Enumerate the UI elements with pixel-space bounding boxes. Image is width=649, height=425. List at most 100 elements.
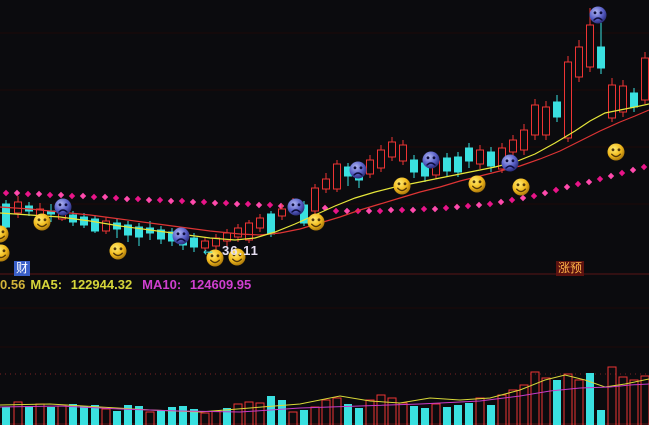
volume-bar [57,405,67,425]
volume-bar [124,405,132,425]
volume-bar [376,394,386,425]
volume-bar [563,373,573,425]
volume-bar [278,400,286,425]
volume-bar [244,401,254,425]
price-ma5-line [0,103,649,241]
sad-face-icon [172,227,190,245]
sar-dot [475,201,483,209]
candle-up [509,139,517,153]
volume-bar [25,406,33,425]
candle-down [597,46,605,69]
smiley-face-icon [307,213,325,231]
candle-up [476,149,484,165]
smiley-face-icon [33,213,51,231]
sar-dot [178,197,186,205]
sar-dot [541,189,549,197]
smiley-face-icon [228,248,246,266]
candle-up [377,149,385,169]
sar-dot [321,204,329,212]
sar-dot [167,197,175,205]
volume-bar [80,406,88,425]
sar-dot [2,189,10,197]
sar-dot [222,199,230,207]
legend-ma10: MA10: 124609.95 [142,277,256,292]
volume-bar [443,407,451,425]
smiley-face-icon [393,177,411,195]
volume-ma-lines-layer [0,374,649,413]
candle-up [256,217,264,229]
candle-down [553,101,561,118]
candle-down [443,157,451,172]
price-ma-lines-layer [0,103,649,241]
volume-bar [179,406,187,425]
emoji-markers-layer [0,6,625,267]
sar-dot [57,191,65,199]
sar-dot [442,204,450,212]
volume-bar [288,411,298,425]
volume-bar [233,403,243,425]
sar-dot [101,193,109,201]
sar-dot [453,203,461,211]
volume-bar [365,399,375,425]
sar-dot [486,200,494,208]
volume-bar [113,411,121,425]
candle-up [641,57,649,101]
volume-bar [410,406,418,425]
candle-up [619,85,627,113]
volume-bar [223,408,231,425]
volume-bar [431,403,441,425]
volume-bar [310,406,320,425]
candle-up [531,104,539,136]
smiley-face-icon [607,143,625,161]
legend-ma5-label: MA5: [30,277,63,292]
volume-bar [355,408,363,425]
volume-bar [454,405,462,425]
candle-down [190,237,198,248]
candle-down [630,92,638,108]
sar-dot [68,192,76,200]
volume-bar [465,403,473,425]
sar-dot [343,207,351,215]
volume-bar [574,379,584,425]
volume-bar [597,410,605,425]
volume-ma5-line [0,374,649,413]
legend-ma5-value: 122944.32 [70,277,133,292]
sad-face-icon [422,151,440,169]
legend-ma10-value: 124609.95 [189,277,252,292]
sar-dot [640,163,648,171]
candle-down [487,151,495,167]
volume-bars-layer [2,366,649,425]
sar-dot [574,180,582,188]
volume-bar [530,371,540,425]
rise-forecast-badge[interactable]: 涨预 [556,261,585,276]
smiley-face-icon [512,178,530,196]
volume-bar [200,412,210,425]
sad-face-icon [54,198,72,216]
sar-dot [607,172,615,180]
sar-dot [211,199,219,207]
volume-bar [332,397,342,425]
volume-bar [300,410,308,425]
volume-bar [629,379,639,425]
candle-up [278,208,286,217]
sar-dot [552,186,560,194]
sar-dot [563,183,571,191]
volume-bar [145,411,155,425]
sar-dot [398,206,406,214]
candle-down [465,147,473,162]
volume-bar [508,389,518,425]
volume-bar [541,377,551,425]
sar-dot [277,202,285,210]
volume-bar [47,407,55,425]
volume-bar [168,407,176,425]
smiley-face-icon [0,225,9,243]
signal-markers-layer: ← [203,245,213,259]
volume-bar [157,410,165,425]
candle-up [399,144,407,162]
candle-up [201,240,209,249]
volume-bar [35,403,45,425]
left-tag-badge[interactable]: 财 [14,261,31,276]
sar-dot [332,207,340,215]
sar-dot [35,190,43,198]
